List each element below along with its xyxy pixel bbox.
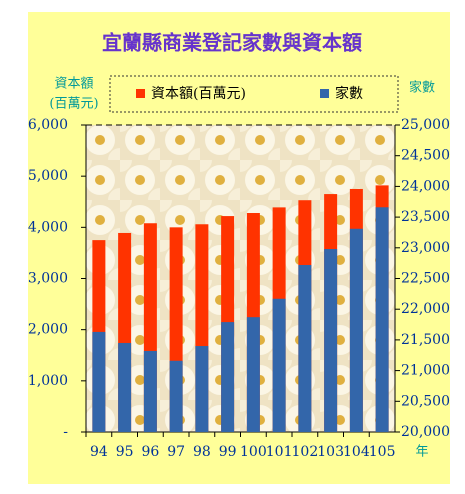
bar	[221, 322, 235, 432]
x-tick-label: 99	[219, 444, 237, 460]
bar	[143, 350, 157, 432]
y2-tick-label: 20,500	[401, 393, 450, 409]
bar	[92, 331, 106, 432]
x-axis-label: 年	[415, 445, 428, 460]
plot-area	[86, 125, 395, 432]
y2-tick-label: 21,000	[401, 363, 450, 379]
chart-title: 宜蘭縣商業登記家數與資本額	[102, 31, 362, 55]
y-tick-label: 1,000	[28, 373, 68, 389]
y2-tick-label: 23,500	[401, 209, 450, 225]
y-axis-label: (百萬元)	[49, 97, 98, 112]
bar	[272, 298, 286, 432]
x-tick-label: 103	[317, 444, 344, 460]
y2-tick-label: 20,000	[401, 424, 450, 440]
legend-label: 家數	[335, 85, 363, 102]
x-tick-label: 100	[240, 444, 267, 460]
bar	[246, 317, 260, 432]
y-tick-label: 3,000	[28, 271, 68, 287]
bar	[349, 228, 363, 432]
x-tick-label: 105	[369, 444, 396, 460]
x-tick-label: 95	[116, 444, 134, 460]
bar	[195, 346, 209, 432]
y-axis-label: 資本額	[54, 77, 93, 92]
bar	[324, 249, 338, 432]
y2-axis-label: 家數	[409, 80, 435, 96]
bar	[298, 264, 312, 432]
x-tick-label: 96	[141, 444, 159, 460]
y-tick-label: 4,000	[28, 219, 68, 235]
x-tick-label: 104	[343, 444, 370, 460]
x-tick-label: 94	[90, 444, 108, 460]
y2-tick-label: 24,500	[401, 148, 450, 164]
legend-swatch	[320, 89, 329, 98]
y-tick-label: 5,000	[28, 168, 68, 184]
y2-tick-label: 22,500	[401, 271, 450, 287]
y2-tick-label: 24,000	[401, 178, 450, 194]
x-tick-label: 101	[266, 444, 293, 460]
bar	[118, 342, 132, 432]
legend-label: 資本額(百萬元)	[151, 86, 246, 102]
bar	[169, 360, 183, 432]
y2-tick-label: 25,000	[401, 117, 450, 133]
x-tick-label: 102	[292, 444, 319, 460]
y2-tick-label: 21,500	[401, 332, 450, 348]
y-tick-label: -	[63, 424, 68, 440]
x-tick-label: 98	[193, 444, 211, 460]
bar	[375, 207, 389, 432]
y2-tick-label: 22,000	[401, 301, 450, 317]
legend-swatch	[136, 89, 145, 98]
y-tick-label: 2,000	[28, 322, 68, 338]
legend-box	[109, 75, 399, 113]
y-tick-label: 6,000	[28, 117, 68, 133]
x-tick-label: 97	[167, 444, 185, 460]
y2-tick-label: 23,000	[401, 240, 450, 256]
